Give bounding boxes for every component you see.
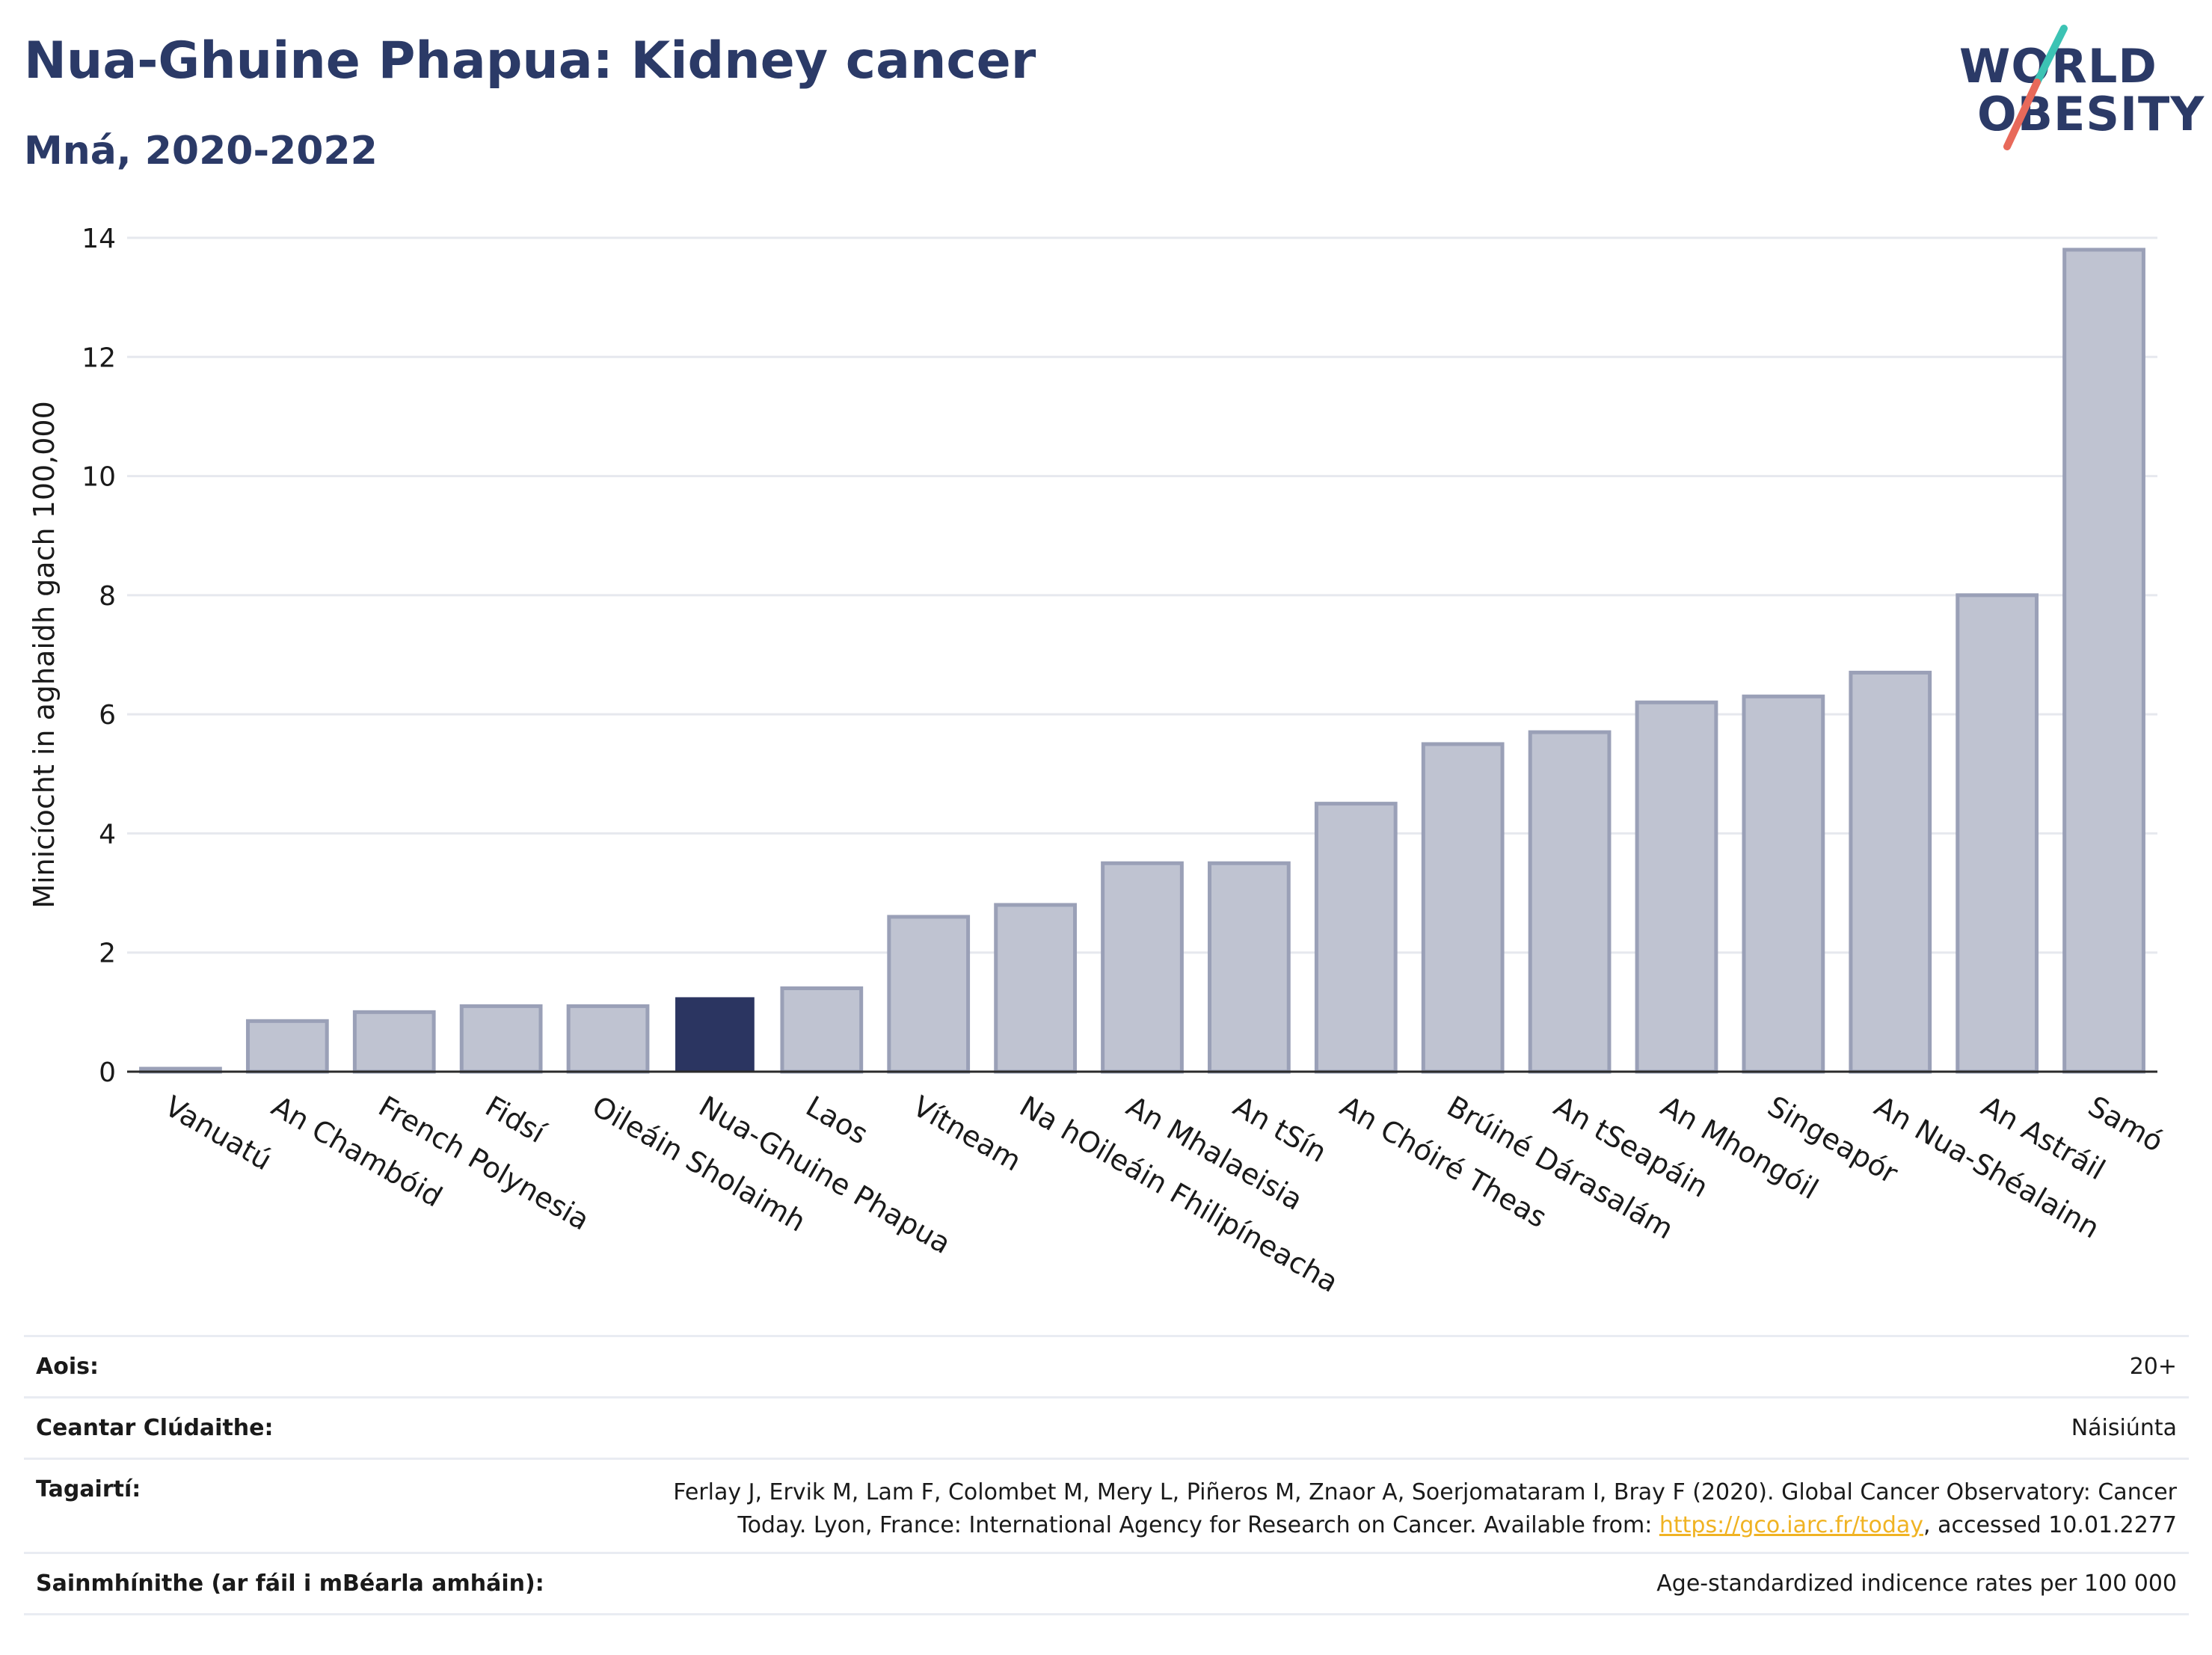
x-tick-label: Samó <box>2083 1090 2169 1158</box>
world-obesity-logo: WORLD OBESITY <box>1944 22 2204 165</box>
bar-1 <box>245 1019 329 1074</box>
meta-row-references: Tagairtí: Ferlay J, Ervik M, Lam F, Colo… <box>24 1460 2189 1554</box>
x-tick-label: Vítneam <box>907 1090 1027 1178</box>
meta-refs-line2-pre: Today. Lyon, France: International Agenc… <box>737 1511 1659 1538</box>
meta-refs-label: Tagairtí: <box>36 1476 141 1502</box>
y-tick-label: 8 <box>99 581 116 612</box>
bar-7 <box>887 915 971 1074</box>
meta-row-coverage: Ceantar Clúdaithe: Náisiúnta <box>24 1398 2189 1460</box>
bars <box>139 248 2145 1074</box>
logo-line-1: WORLD <box>1959 39 2157 93</box>
bar-5 <box>675 997 755 1072</box>
bar-4 <box>566 1004 650 1074</box>
meta-refs-line1: Ferlay J, Ervik M, Lam F, Colombet M, Me… <box>673 1479 2177 1505</box>
meta-defs-value: Age-standardized indicence rates per 100… <box>1656 1570 2177 1597</box>
y-tick-labels: 0 2 4 6 8 10 12 14 <box>82 224 116 1088</box>
logo-slash-icon <box>2003 25 2068 150</box>
bar-2 <box>352 1010 436 1074</box>
bar-8 <box>994 903 1077 1074</box>
meta-refs-value: Ferlay J, Ervik M, Lam F, Colombet M, Me… <box>673 1476 2177 1541</box>
meta-age-value: 20+ <box>2129 1353 2177 1380</box>
x-tick-label: Fidsí <box>480 1090 552 1150</box>
bar-18 <box>2062 248 2145 1074</box>
bar-13 <box>1528 730 1612 1074</box>
bar-10 <box>1208 861 1291 1074</box>
y-tick-label: 6 <box>99 700 116 731</box>
meta-refs-line2-post: , accessed 10.01.2277 <box>1923 1511 2177 1538</box>
bar-9 <box>1101 861 1184 1074</box>
bar-14 <box>1635 700 1718 1074</box>
meta-coverage-value: Náisiúnta <box>2071 1414 2177 1441</box>
y-tick-label: 10 <box>82 462 116 493</box>
meta-age-label: Aois: <box>36 1354 99 1380</box>
bar-15 <box>1742 694 1825 1074</box>
meta-coverage-label: Ceantar Clúdaithe: <box>36 1415 274 1441</box>
page-subtitle: Mná, 2020-2022 <box>24 129 378 174</box>
bar-3 <box>459 1004 543 1074</box>
bar-6 <box>780 986 864 1074</box>
bar-17 <box>1956 593 2039 1074</box>
y-axis-label: Minicíocht in aghaidh gach 100,000 <box>28 401 61 909</box>
page-title: Nua-Ghuine Phapua: Kidney cancer <box>24 31 1036 90</box>
meta-row-definitions: Sainmhínithe (ar fáil i mBéarla amháin):… <box>24 1554 2189 1615</box>
x-tick-label: Laos <box>800 1090 873 1151</box>
reference-link[interactable]: https://gco.iarc.fr/today <box>1659 1511 1924 1538</box>
y-tick-label: 14 <box>82 224 116 254</box>
bar-12 <box>1421 742 1505 1074</box>
bar-16 <box>1849 670 1932 1074</box>
x-tick-label: Vanuatú <box>159 1090 277 1176</box>
y-tick-label: 4 <box>99 819 116 850</box>
y-tick-label: 12 <box>82 343 116 373</box>
metadata-table: Aois: 20+ Ceantar Clúdaithe: Náisiúnta T… <box>24 1335 2189 1615</box>
meta-defs-label: Sainmhínithe (ar fáil i mBéarla amháin): <box>36 1570 544 1597</box>
meta-row-age: Aois: 20+ <box>24 1337 2189 1398</box>
y-tick-label: 2 <box>99 939 116 969</box>
bar-11 <box>1314 802 1398 1074</box>
y-tick-label: 0 <box>99 1057 116 1088</box>
